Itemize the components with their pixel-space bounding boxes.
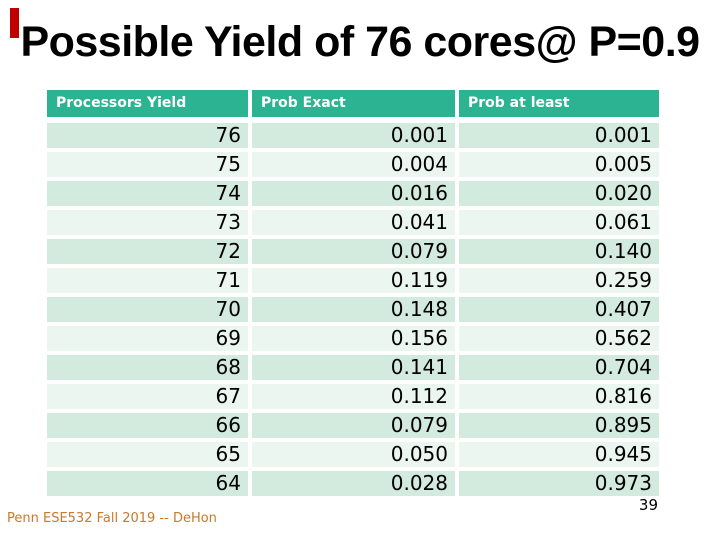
table-cell: 0.407 (459, 297, 659, 322)
table-cell: 0.140 (459, 239, 659, 264)
slide-footer: Penn ESE532 Fall 2019 -- DeHon (7, 511, 217, 526)
table-row: 65 0.050 0.945 (47, 442, 659, 467)
table-cell: 0.079 (252, 239, 455, 264)
table-cell: 74 (47, 181, 248, 206)
table-cell: 0.895 (459, 413, 659, 438)
table-row: 76 0.001 0.001 (47, 123, 659, 148)
table-cell: 0.259 (459, 268, 659, 293)
table-cell: 71 (47, 268, 248, 293)
table-cell: 67 (47, 384, 248, 409)
table-cell: 0.061 (459, 210, 659, 235)
table-cell: 66 (47, 413, 248, 438)
slide-title: Possible Yield of 76 cores@ P=0.9 (20, 18, 700, 66)
table-row: 74 0.016 0.020 (47, 181, 659, 206)
table-cell: 0.005 (459, 152, 659, 177)
slide-page-number: 39 (638, 496, 658, 514)
table-cell: 70 (47, 297, 248, 322)
table-cell: 0.020 (459, 181, 659, 206)
table-row: 68 0.141 0.704 (47, 355, 659, 380)
table-cell: 0.079 (252, 413, 455, 438)
table-row: 69 0.156 0.562 (47, 326, 659, 351)
table-cell: 68 (47, 355, 248, 380)
table-row: 71 0.119 0.259 (47, 268, 659, 293)
table-cell: 0.973 (459, 471, 659, 496)
table-cell: 0.001 (252, 123, 455, 148)
table-cell: 73 (47, 210, 248, 235)
table-cell: 69 (47, 326, 248, 351)
table-cell: 75 (47, 152, 248, 177)
table-row: 64 0.028 0.973 (47, 471, 659, 496)
table-cell: 0.156 (252, 326, 455, 351)
table-cell: 0.141 (252, 355, 455, 380)
table-row: 66 0.079 0.895 (47, 413, 659, 438)
table-row: 70 0.148 0.407 (47, 297, 659, 322)
table-cell: 0.041 (252, 210, 455, 235)
table-cell: 0.148 (252, 297, 455, 322)
table-cell: 0.119 (252, 268, 455, 293)
table-row: 72 0.079 0.140 (47, 239, 659, 264)
table-body: 76 0.001 0.001 75 0.004 0.005 74 0.016 0.020 73 0.… (47, 123, 659, 496)
table-cell: 0.816 (459, 384, 659, 409)
column-header-prob-exact: Prob Exact (252, 90, 455, 117)
column-header-processors-yield: Processors Yield (47, 90, 248, 117)
table-cell: 0.112 (252, 384, 455, 409)
table-cell: 64 (47, 471, 248, 496)
table-cell: 0.704 (459, 355, 659, 380)
table-cell: 76 (47, 123, 248, 148)
table-cell: 65 (47, 442, 248, 467)
column-header-prob-at-least: Prob at least (459, 90, 659, 117)
table-cell: 0.028 (252, 471, 455, 496)
table-cell: 0.016 (252, 181, 455, 206)
table-row: 75 0.004 0.005 (47, 152, 659, 177)
table-row: 67 0.112 0.816 (47, 384, 659, 409)
table-cell: 0.004 (252, 152, 455, 177)
table-header-row: Processors Yield Prob Exact Prob at leas… (47, 90, 659, 117)
table-cell: 72 (47, 239, 248, 264)
table-row: 73 0.041 0.061 (47, 210, 659, 235)
red-accent-bar (10, 8, 19, 38)
table-cell: 0.050 (252, 442, 455, 467)
probability-table: Processors Yield Prob Exact Prob at leas… (47, 90, 659, 496)
table-cell: 0.945 (459, 442, 659, 467)
table-cell: 0.001 (459, 123, 659, 148)
table-cell: 0.562 (459, 326, 659, 351)
